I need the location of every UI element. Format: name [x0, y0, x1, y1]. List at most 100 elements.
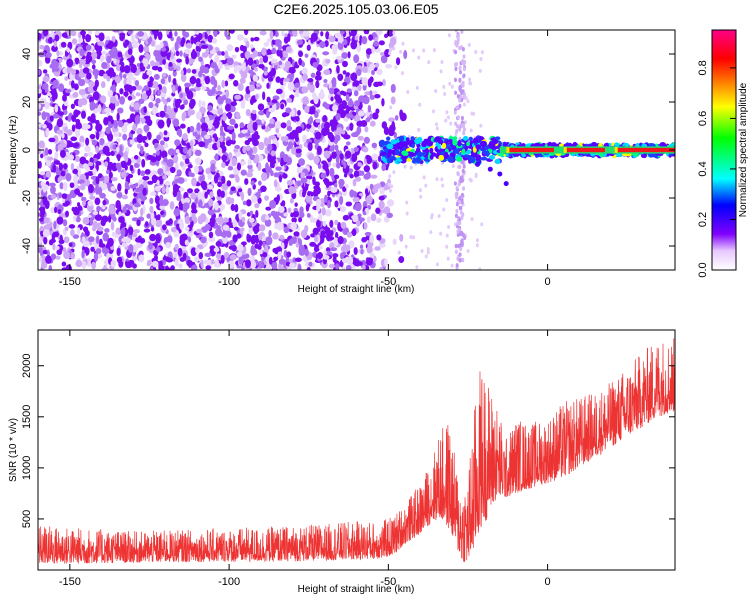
noise-point [319, 41, 326, 49]
noise-point [275, 128, 280, 134]
noise-point [42, 75, 50, 83]
noise-point [300, 172, 306, 177]
noise-point [467, 43, 471, 48]
noise-point [82, 217, 90, 225]
noise-band-point [454, 66, 458, 72]
noise-point [225, 89, 230, 99]
noise-point [64, 76, 69, 81]
noise-point [48, 239, 54, 246]
noise-point [78, 63, 83, 69]
noise-point [77, 192, 84, 197]
noise-point [119, 96, 126, 105]
noise-point [103, 73, 108, 79]
snr-xtick-label: 0 [545, 576, 551, 588]
signal-point [394, 148, 400, 156]
noise-point [339, 252, 345, 260]
noise-point [211, 37, 217, 44]
noise-point [179, 161, 184, 167]
noise-point [234, 123, 239, 129]
noise-point [41, 258, 46, 263]
noise-point [127, 205, 133, 210]
noise-point [130, 85, 137, 91]
noise-point [123, 91, 129, 97]
noise-point [162, 85, 167, 95]
noise-point [89, 101, 96, 111]
noise-point [472, 111, 476, 116]
noise-point [315, 199, 322, 206]
noise-point [131, 255, 138, 262]
noise-point [298, 158, 306, 166]
noise-point [207, 105, 213, 112]
noise-point [439, 69, 443, 74]
noise-point [306, 44, 311, 51]
noise-point [474, 172, 478, 177]
noise-point [445, 110, 449, 115]
noise-point [111, 35, 116, 43]
noise-point [267, 153, 271, 163]
noise-point [38, 59, 43, 67]
noise-point [450, 263, 454, 268]
noise-point [150, 266, 154, 270]
noise-point [183, 98, 189, 106]
noise-point [162, 174, 168, 180]
noise-point [357, 110, 365, 117]
noise-point [42, 30, 49, 37]
noise-point [371, 153, 379, 161]
snr-xtick-label: -100 [218, 576, 240, 588]
noise-point [366, 257, 374, 263]
noise-point [363, 165, 371, 173]
noise-point [314, 75, 322, 81]
noise-point [121, 125, 128, 133]
noise-point [335, 112, 341, 121]
noise-point [221, 51, 225, 56]
noise-point [386, 212, 394, 219]
noise-point [220, 203, 226, 211]
noise-point [427, 60, 431, 65]
noise-point [73, 215, 77, 222]
noise-point [177, 247, 183, 257]
noise-point [159, 123, 163, 129]
noise-point [93, 252, 99, 262]
noise-band-point [456, 94, 460, 99]
signal-peak [617, 147, 675, 153]
noise-point [226, 34, 231, 40]
noise-band-point [459, 246, 463, 252]
noise-point [169, 201, 175, 210]
noise-band-point [455, 129, 459, 134]
noise-point [278, 206, 285, 214]
noise-point [369, 183, 374, 190]
noise-point [148, 242, 153, 250]
noise-point [95, 248, 102, 254]
noise-point [44, 101, 50, 110]
noise-point [278, 60, 283, 66]
noise-point [56, 50, 60, 57]
snr-xlabel: Height of straight line (km) [298, 584, 415, 595]
noise-point [100, 54, 104, 63]
noise-point [387, 128, 395, 137]
noise-point [359, 244, 364, 250]
noise-point [370, 174, 378, 179]
noise-point [207, 173, 213, 180]
noise-point [99, 137, 105, 146]
noise-point [291, 217, 297, 224]
noise-point [204, 116, 210, 124]
noise-point [66, 58, 74, 68]
noise-point [317, 163, 322, 169]
noise-point [104, 228, 110, 233]
noise-point [268, 122, 276, 129]
noise-point [141, 158, 146, 168]
noise-point [44, 88, 49, 93]
noise-point [124, 261, 129, 266]
noise-point [175, 50, 180, 57]
noise-band-point [454, 30, 458, 33]
noise-point [299, 211, 305, 218]
noise-point [216, 188, 222, 198]
noise-point [94, 214, 103, 222]
noise-point [294, 202, 298, 207]
noise-point [50, 253, 57, 260]
signal-point [424, 148, 430, 154]
noise-point [206, 111, 211, 116]
noise-point [88, 81, 95, 88]
noise-point [266, 96, 271, 103]
noise-point [245, 40, 250, 49]
